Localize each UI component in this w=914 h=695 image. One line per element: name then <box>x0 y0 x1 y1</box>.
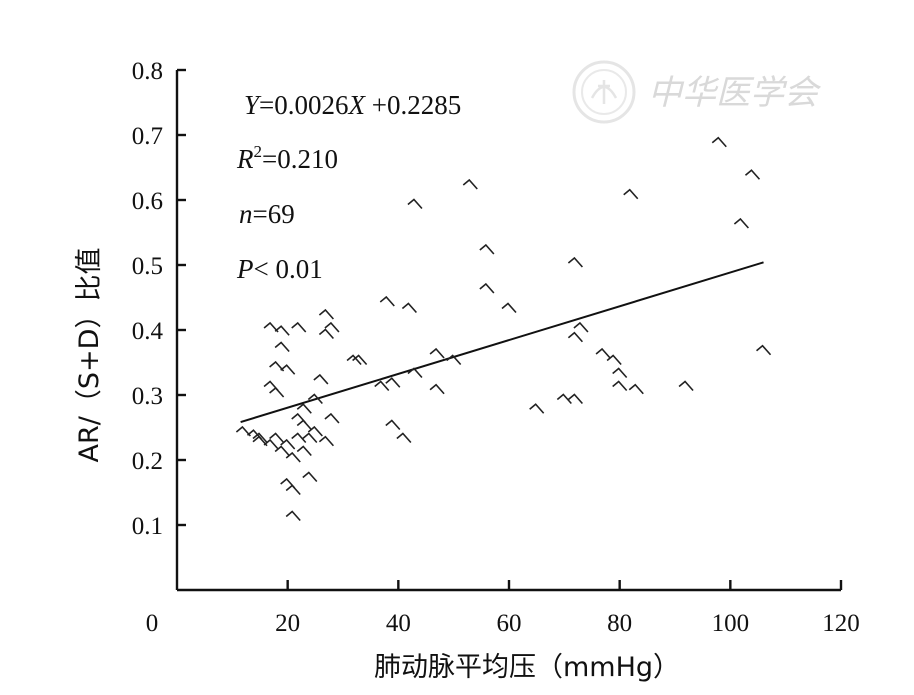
data-point <box>269 386 285 398</box>
data-point <box>606 354 622 366</box>
data-point <box>318 435 334 447</box>
data-point <box>302 432 318 444</box>
data-point <box>756 344 772 356</box>
data-point <box>291 321 307 333</box>
data-point <box>401 302 417 314</box>
x-tick-label: 60 <box>497 610 522 637</box>
data-point <box>379 295 395 307</box>
data-point <box>263 438 279 450</box>
data-point <box>252 435 268 447</box>
data-point <box>263 321 279 333</box>
regression-annotations: Y=0.0026X +0.2285 R2=0.210 n=69 P< 0.01 <box>236 90 461 284</box>
data-point <box>573 321 589 333</box>
data-point <box>595 347 611 359</box>
data-point <box>567 393 583 405</box>
data-point <box>711 136 727 148</box>
watermark-text: 中华医学会 <box>648 73 822 113</box>
data-point <box>385 377 401 388</box>
data-point <box>280 438 296 450</box>
data-point <box>612 367 628 379</box>
data-point <box>269 360 285 372</box>
data-point <box>313 373 329 385</box>
y-tick-label: 0.5 <box>132 253 163 280</box>
x-ticks: 0 20 40 60 80 100 120 <box>146 580 860 637</box>
data-point <box>346 354 362 366</box>
watermark: 中华医学会 <box>572 60 822 124</box>
y-tick-label: 0.1 <box>132 513 163 540</box>
x-tick-label: 100 <box>712 610 750 637</box>
data-point <box>623 188 639 200</box>
data-point <box>567 256 583 268</box>
data-point <box>302 471 318 483</box>
data-point <box>274 325 290 336</box>
data-point <box>280 364 296 375</box>
r-squared: R2=0.210 <box>236 142 338 174</box>
data-point <box>556 393 572 405</box>
x-tick-label: 0 <box>146 610 159 637</box>
sample-size: n=69 <box>239 199 295 229</box>
x-tick-label: 80 <box>607 610 632 637</box>
data-point <box>628 383 644 395</box>
data-point <box>324 412 340 424</box>
data-point <box>567 331 583 343</box>
data-point <box>269 432 285 444</box>
p-value: P< 0.01 <box>236 254 323 284</box>
data-point <box>385 419 401 431</box>
data-point <box>296 445 312 457</box>
data-point <box>285 510 301 522</box>
x-tick-label: 120 <box>822 610 860 637</box>
regression-line <box>240 261 764 423</box>
data-point <box>235 425 251 437</box>
data-point <box>396 432 412 444</box>
data-point <box>429 347 445 359</box>
data-point <box>407 198 423 210</box>
data-point <box>501 302 517 314</box>
data-point <box>324 321 340 333</box>
y-ticks: 0.1 0.2 0.3 0.4 0.5 0.6 0.7 0.8 <box>132 58 186 540</box>
data-point <box>318 328 334 340</box>
data-point <box>678 380 694 392</box>
x-tick-label: 40 <box>386 610 411 637</box>
y-tick-label: 0.7 <box>132 123 163 150</box>
y-tick-label: 0.2 <box>132 448 163 475</box>
data-point <box>274 341 290 353</box>
y-tick-label: 0.4 <box>132 318 164 345</box>
y-tick-label: 0.6 <box>132 188 163 215</box>
data-point <box>479 282 495 294</box>
data-point <box>733 217 749 229</box>
axes: 0.1 0.2 0.3 0.4 0.5 0.6 0.7 0.8 0 20 40 60 80 100 120 <box>132 58 860 637</box>
watermark-seal-icon <box>572 60 636 124</box>
data-point <box>252 432 268 444</box>
data-point <box>374 380 390 392</box>
data-point <box>744 169 761 180</box>
data-points <box>235 136 772 522</box>
x-tick-label: 20 <box>275 610 300 637</box>
data-point <box>285 451 301 463</box>
y-axis-title: AR/（S+D）比值 <box>74 248 105 463</box>
data-point <box>407 367 423 379</box>
data-point <box>318 308 334 320</box>
data-point <box>479 243 495 255</box>
data-point <box>462 178 478 190</box>
data-point <box>612 380 628 392</box>
y-tick-label: 0.8 <box>132 58 163 85</box>
data-point <box>296 403 312 414</box>
data-point <box>285 484 301 496</box>
data-point <box>296 419 312 431</box>
data-point <box>446 354 462 366</box>
data-point <box>307 425 323 437</box>
data-point <box>307 393 323 405</box>
data-point <box>274 445 290 457</box>
regression-equation: Y=0.0026X +0.2285 <box>244 90 461 120</box>
x-axis-title: 肺动脉平均压（mmHg） <box>374 652 680 683</box>
data-point <box>291 432 307 444</box>
data-point <box>429 383 445 395</box>
data-point <box>529 403 545 414</box>
y-tick-label: 0.3 <box>132 383 163 410</box>
data-point <box>352 354 368 366</box>
